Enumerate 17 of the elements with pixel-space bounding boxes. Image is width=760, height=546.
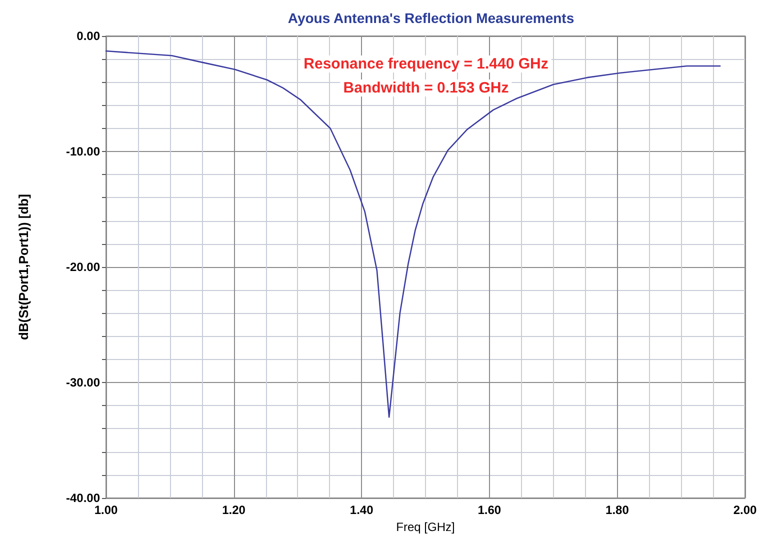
x-tick-label: 1.00	[94, 503, 118, 517]
annotation: Bandwidth = 0.153 GHz	[343, 80, 509, 96]
line-series	[105, 50, 721, 418]
x-tick-label: 1.60	[478, 503, 502, 517]
x-tick-label: 2.00	[733, 503, 757, 517]
y-tick-label: -10.00	[66, 144, 100, 158]
x-tick-label: 1.80	[606, 503, 630, 517]
chart-title: Ayous Antenna's Reflection Measurements	[288, 10, 574, 26]
y-axis-title: dB(St(Port1,Port1)) [db]	[16, 194, 31, 340]
x-axis-title: Freq [GHz]	[396, 520, 455, 534]
x-tick-label: 1.40	[350, 503, 374, 517]
annotation: Resonance frequency = 1.440 GHz	[304, 56, 548, 72]
x-tick-label: 1.20	[222, 503, 246, 517]
y-tick-label: -20.00	[66, 260, 100, 274]
y-tick-label: 0.00	[76, 29, 100, 43]
y-tick-label: -40.00	[66, 491, 100, 505]
y-tick-label: -30.00	[66, 376, 100, 390]
